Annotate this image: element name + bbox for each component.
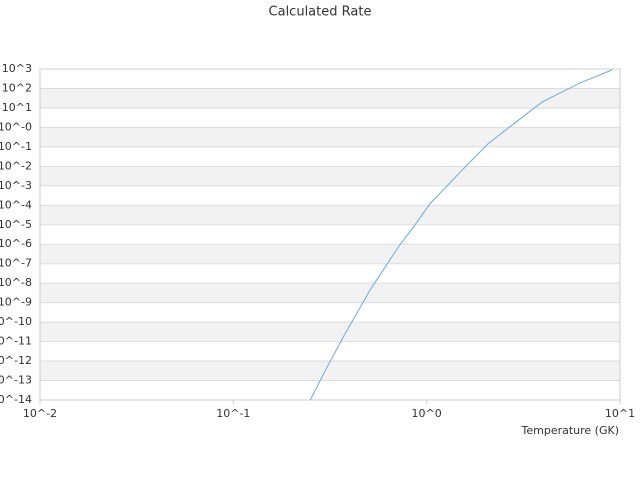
y-tick-label: 10^-4	[0, 198, 32, 211]
grid-band	[40, 205, 620, 225]
grid-band	[40, 166, 620, 186]
y-tick-label: 10^-8	[0, 276, 32, 289]
y-tick-label: 10^2	[2, 81, 32, 94]
x-tick-label: 10^-2	[23, 407, 57, 420]
grid-band	[40, 244, 620, 264]
y-tick-label: 10^-14	[0, 393, 32, 406]
grid-band	[40, 88, 620, 108]
y-tick-label: 10^-5	[0, 218, 32, 231]
y-tick-label: 10^-0	[0, 120, 32, 133]
grid-band	[40, 361, 620, 381]
x-tick-label: 10^1	[605, 407, 635, 420]
y-tick-label: 10^-12	[0, 354, 32, 367]
x-tick-label: 10^-1	[216, 407, 250, 420]
y-tick-label: 10^1	[2, 101, 32, 114]
y-tick-label: 10^-1	[0, 140, 32, 153]
y-tick-label: 10^-13	[0, 374, 32, 387]
x-axis-label: Temperature (GK)	[521, 424, 620, 437]
y-tick-label: 10^-11	[0, 335, 32, 348]
y-tick-label: 10^3	[2, 62, 32, 75]
grid-band	[40, 322, 620, 342]
grid-band	[40, 127, 620, 147]
line-series	[309, 69, 613, 401]
chart-title: Calculated Rate	[269, 5, 372, 20]
y-tick-label: 10^-3	[0, 179, 32, 192]
plot-frame	[39, 68, 621, 401]
y-tick-label: 10^-10	[0, 315, 32, 328]
y-tick-label: 10^-9	[0, 296, 32, 309]
y-tick-label: 10^-2	[0, 159, 32, 172]
grid-band	[40, 283, 620, 303]
y-tick-label: 10^-7	[0, 257, 32, 270]
y-tick-label: 10^-6	[0, 237, 32, 250]
x-tick-label: 10^0	[412, 407, 442, 420]
